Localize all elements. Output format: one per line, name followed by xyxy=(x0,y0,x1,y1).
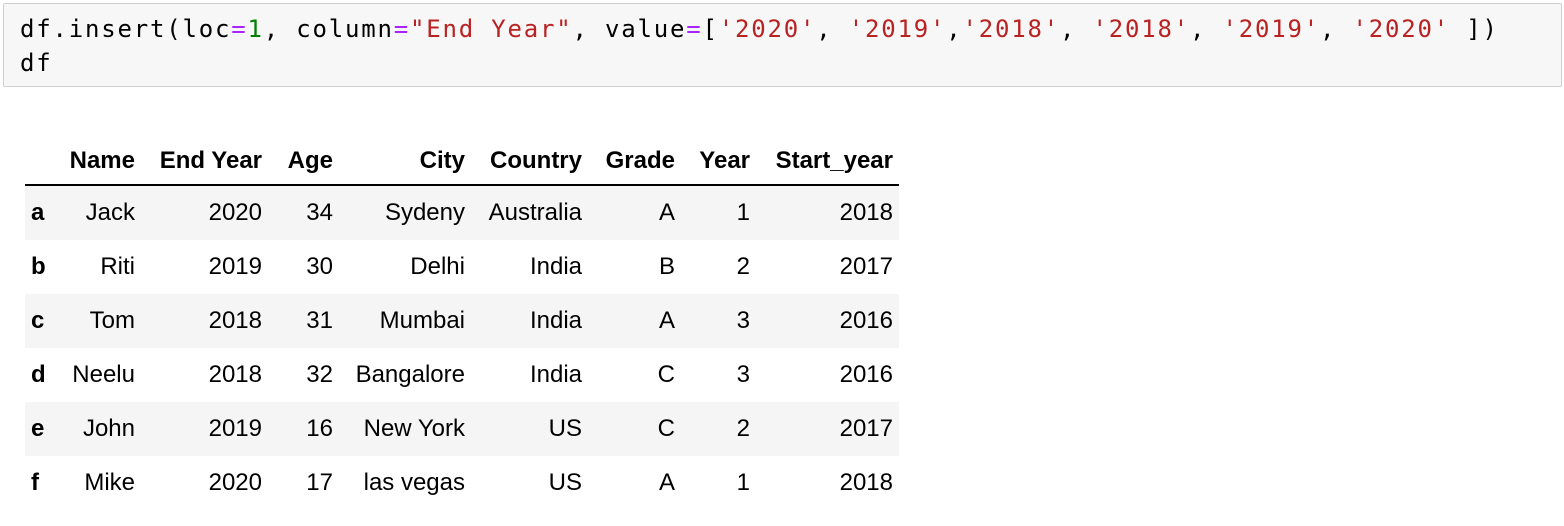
table-cell: John xyxy=(82,415,135,442)
row-index: e xyxy=(31,415,45,442)
table-cell: 2017 xyxy=(839,253,893,280)
table-cell: US xyxy=(548,415,582,442)
table-row: f Mike 2020 17 las vegas US A 1 2018 xyxy=(25,456,899,510)
table-body: a Jack 2020 34 Sydeny Australia A 1 2018 b Riti 201… xyxy=(25,185,899,510)
table-cell: Tom xyxy=(89,307,135,334)
code-token-plain: , column xyxy=(263,15,394,43)
table-cell: India xyxy=(529,361,582,388)
dataframe-output: Name End Year Age City Country Grade Year Start… xyxy=(25,140,899,510)
table-cell: 2018 xyxy=(208,361,262,388)
code-token-plain: , xyxy=(1320,15,1353,43)
table-cell: Neelu xyxy=(72,361,135,388)
table-row: a Jack 2020 34 Sydeny Australia A 1 2018 xyxy=(25,185,899,240)
table-cell: India xyxy=(529,307,582,334)
table-cell: 2019 xyxy=(208,253,262,280)
table-cell: Bangalore xyxy=(355,361,465,388)
header-row: Name End Year Age City Country Grade Year Start… xyxy=(25,140,899,186)
table-cell: US xyxy=(548,469,582,496)
code-token-plain: , xyxy=(1190,15,1223,43)
code-token-plain: , xyxy=(816,15,849,43)
table-header: Name End Year Age City Country Grade Year Start… xyxy=(25,140,899,186)
table-cell: A xyxy=(658,469,675,496)
table-cell: 2016 xyxy=(839,307,893,334)
table-cell: 2016 xyxy=(839,361,893,388)
column-header: Year xyxy=(681,140,756,186)
code-editor[interactable]: df.insert(loc=1, column="End Year", valu… xyxy=(20,12,1561,80)
table-cell: C xyxy=(657,415,675,442)
code-token-plain: [ xyxy=(702,15,719,43)
code-token-string: '2018' xyxy=(1092,15,1190,43)
table-cell: C xyxy=(657,361,675,388)
code-token-plain: , xyxy=(946,15,963,43)
table-cell: 1 xyxy=(736,199,750,226)
row-index: b xyxy=(31,253,46,280)
table-cell: 3 xyxy=(736,307,750,334)
table-cell: 30 xyxy=(306,253,333,280)
row-index: a xyxy=(31,199,45,226)
table-cell: Riti xyxy=(100,253,135,280)
code-token-operator: = xyxy=(686,15,703,43)
table-cell: 16 xyxy=(306,415,333,442)
table-cell: A xyxy=(658,199,675,226)
column-header: Age xyxy=(268,140,339,186)
table-cell: 32 xyxy=(306,361,333,388)
table-cell: A xyxy=(658,307,675,334)
column-header: Start_year xyxy=(756,140,899,186)
table-cell: Sydeny xyxy=(384,199,465,226)
code-token-operator: = xyxy=(231,15,248,43)
table-cell: Mumbai xyxy=(379,307,465,334)
row-index: d xyxy=(31,361,46,388)
table-cell: 2018 xyxy=(208,307,262,334)
code-token-string: "End Year" xyxy=(410,15,573,43)
table-cell: New York xyxy=(363,415,465,442)
table-cell: 2018 xyxy=(839,199,893,226)
column-header: Name xyxy=(60,140,141,186)
column-header: Country xyxy=(471,140,588,186)
table-cell: 2 xyxy=(736,253,750,280)
code-token-plain: , value xyxy=(572,15,687,43)
table-row: c Tom 2018 31 Mumbai India A 3 2016 xyxy=(25,294,899,348)
row-index: f xyxy=(31,469,39,496)
table-cell: 31 xyxy=(306,307,333,334)
table-cell: 1 xyxy=(736,469,750,496)
code-token-operator: = xyxy=(393,15,410,43)
table-cell: 34 xyxy=(306,199,333,226)
table-cell: Australia xyxy=(488,199,582,226)
table-row: b Riti 2019 30 Delhi India B 2 2017 xyxy=(25,240,899,294)
table-cell: 3 xyxy=(736,361,750,388)
table-cell: Delhi xyxy=(410,253,465,280)
table-cell: Mike xyxy=(84,469,135,496)
table-cell: B xyxy=(658,253,675,280)
table-cell: 2018 xyxy=(839,469,893,496)
dataframe-table: Name End Year Age City Country Grade Year Start… xyxy=(25,140,899,510)
table-cell: 2 xyxy=(736,415,750,442)
code-token-string: '2020' xyxy=(718,15,817,43)
code-token-string: '2019' xyxy=(1222,15,1320,43)
code-lines: df.insert(loc=1, column="End Year", valu… xyxy=(20,15,1499,77)
code-token-plain: df xyxy=(20,49,53,77)
code-token-plain: df.insert(loc xyxy=(20,15,232,43)
table-cell: 2020 xyxy=(208,199,262,226)
row-index: c xyxy=(31,307,45,334)
table-row: d Neelu 2018 32 Bangalore India C 3 2016 xyxy=(25,348,899,402)
table-cell: 2019 xyxy=(208,415,262,442)
column-header: End Year xyxy=(141,140,268,186)
code-token-string: '2020' xyxy=(1352,15,1450,43)
code-token-number: 1 xyxy=(247,15,264,43)
code-token-string: '2019' xyxy=(848,15,947,43)
code-token-plain: ]) xyxy=(1450,15,1499,43)
table-cell: 2020 xyxy=(208,469,262,496)
table-cell: Jack xyxy=(85,199,135,226)
code-cell[interactable]: df.insert(loc=1, column="End Year", valu… xyxy=(3,3,1562,87)
index-column-header xyxy=(25,140,60,186)
code-token-string: '2018' xyxy=(962,15,1060,43)
code-token-plain: , xyxy=(1060,15,1093,43)
column-header: Grade xyxy=(588,140,681,186)
table-cell: las vegas xyxy=(363,469,465,496)
table-cell: 2017 xyxy=(839,415,893,442)
table-row: e John 2019 16 New York US C 2 2017 xyxy=(25,402,899,456)
table-cell: 17 xyxy=(306,469,333,496)
column-header: City xyxy=(339,140,471,186)
table-cell: India xyxy=(529,253,582,280)
